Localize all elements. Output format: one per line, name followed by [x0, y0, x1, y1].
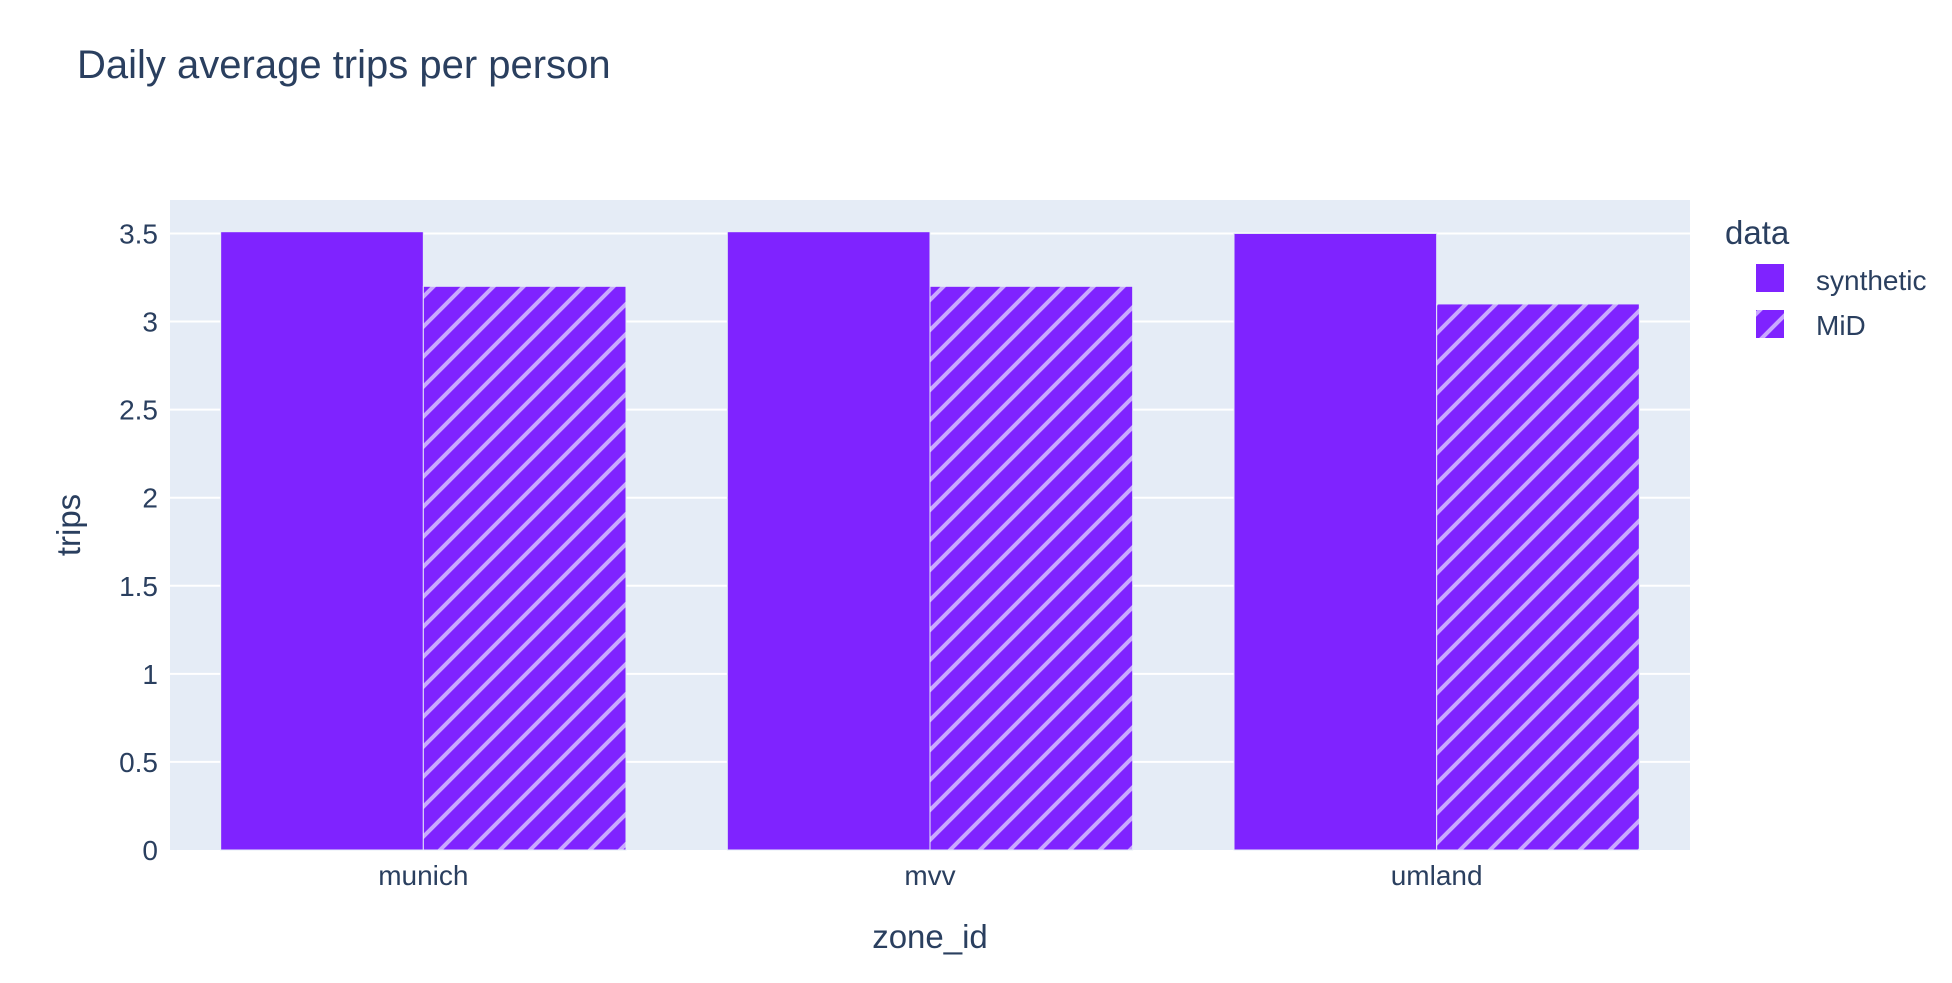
x-tick-label: mvv	[904, 860, 955, 891]
bars	[220, 231, 1640, 851]
y-tick-label: 3	[142, 307, 158, 338]
y-axis-title: trips	[50, 494, 87, 556]
legend-label-synthetic: synthetic	[1816, 265, 1927, 296]
legend-swatch-mid	[1756, 310, 1784, 338]
x-axis-title: zone_id	[872, 918, 988, 955]
x-axis-ticks: munich mvv umland	[378, 860, 1482, 891]
y-tick-label: 3.5	[119, 218, 158, 249]
legend-label-mid: MiD	[1816, 310, 1866, 341]
y-tick-label: 0.5	[119, 747, 158, 778]
y-tick-label: 0	[142, 835, 158, 866]
y-tick-label: 2	[142, 483, 158, 514]
x-tick-label: munich	[378, 860, 468, 891]
bar-synthetic-munich[interactable]	[220, 231, 424, 851]
legend-title: data	[1725, 214, 1790, 251]
chart-title: Daily average trips per person	[77, 43, 611, 87]
bar-synthetic-mvv[interactable]	[726, 231, 931, 851]
legend-item-mid[interactable]: MiD	[1756, 310, 1866, 341]
legend-swatch-synthetic	[1756, 264, 1784, 292]
y-tick-label: 2.5	[119, 395, 158, 426]
bar-mid-munich[interactable]	[422, 285, 627, 851]
y-tick-label: 1	[142, 659, 158, 690]
x-tick-label: umland	[1391, 860, 1483, 891]
bar-mid-mvv[interactable]	[929, 285, 1134, 851]
y-axis-ticks: 0 0.5 1 1.5 2 2.5 3 3.5	[119, 218, 158, 866]
bar-synthetic-umland[interactable]	[1233, 232, 1438, 851]
legend: data synthetic MiD	[1725, 214, 1927, 341]
bar-mid-umland[interactable]	[1436, 303, 1640, 851]
legend-item-synthetic[interactable]: synthetic	[1756, 264, 1927, 296]
y-tick-label: 1.5	[119, 571, 158, 602]
